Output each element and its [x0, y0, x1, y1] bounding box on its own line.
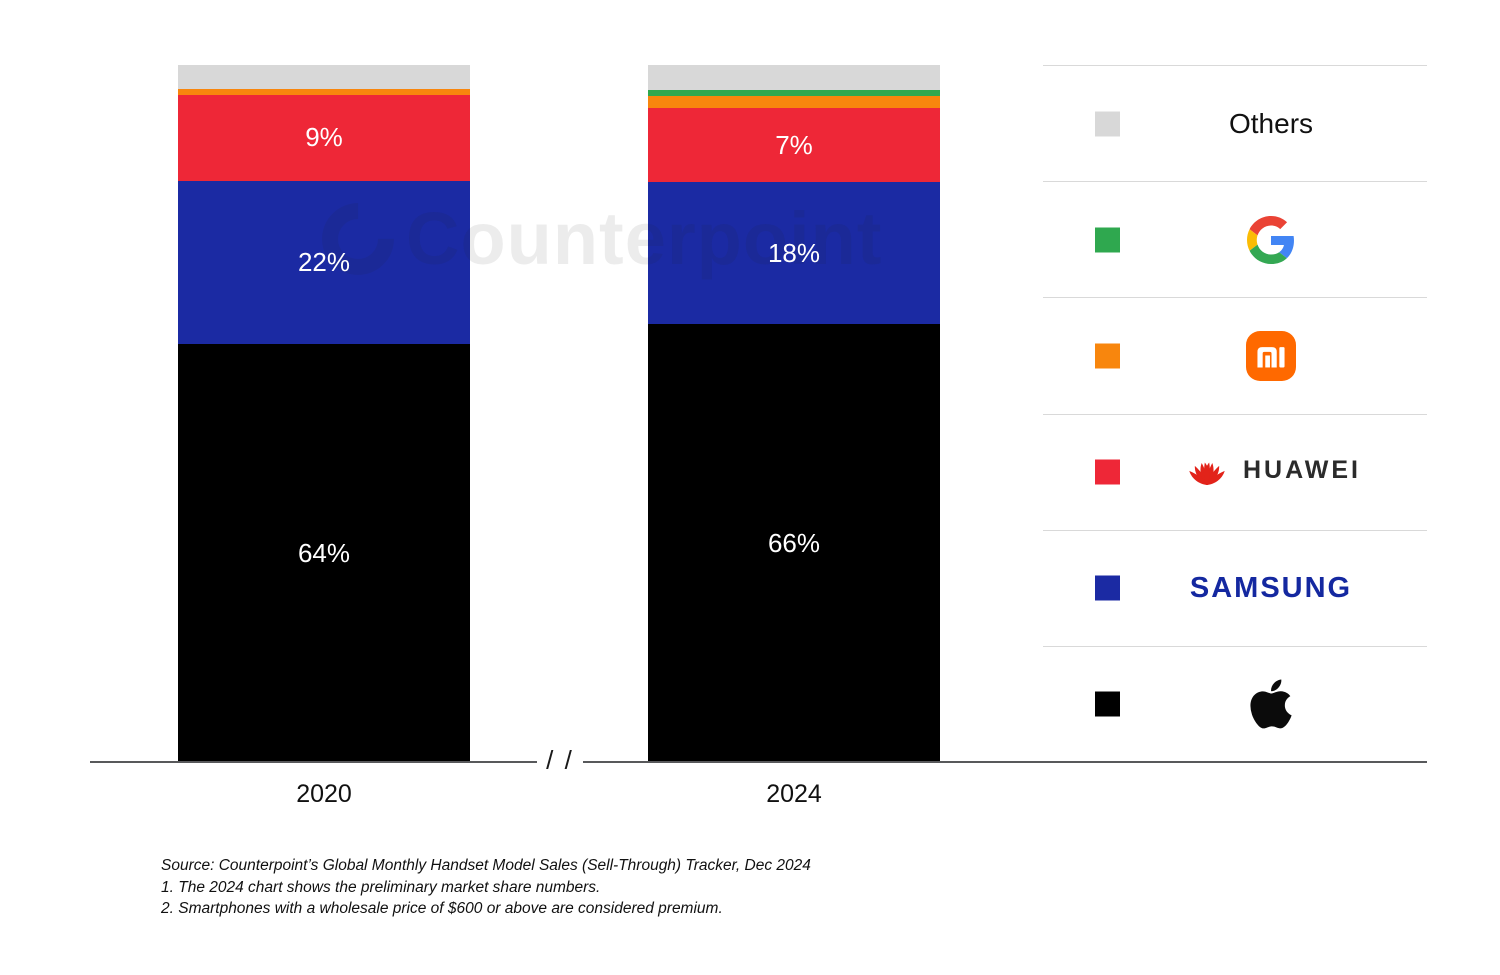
segment-value-label: 7%: [775, 129, 813, 160]
segment-xiaomi-2024: [648, 95, 940, 109]
bar-2020: 9% 22% 64%: [178, 65, 470, 762]
huawei-wordmark: HUAWEI: [1243, 456, 1361, 485]
x-axis-line-right: [583, 761, 1427, 763]
legend-logo-wrap: [1115, 182, 1427, 297]
legend-row-apple: [1043, 645, 1427, 762]
samsung-wordmark: SAMSUNG: [1189, 571, 1353, 604]
segment-huawei-2024: 7%: [648, 108, 940, 183]
legend-row-google: [1043, 181, 1427, 297]
legend-swatch-google: [1095, 227, 1120, 253]
source-line: 2. Smartphones with a wholesale price of…: [161, 900, 723, 917]
legend-row-others: Others: [1043, 65, 1427, 181]
google-logo-icon: [1247, 215, 1294, 264]
segment-samsung-2020: 22%: [178, 180, 470, 345]
legend-swatch-apple: [1095, 691, 1120, 717]
legend-logo-wrap: SAMSUNG: [1115, 531, 1427, 646]
segment-value-label: 18%: [767, 237, 821, 268]
segment-value-label: 9%: [305, 122, 343, 153]
segment-apple-2024: 66%: [648, 324, 940, 762]
segment-samsung-2024: 18%: [648, 182, 940, 325]
segment-value-label: 66%: [767, 527, 821, 558]
legend-swatch-xiaomi: [1095, 343, 1120, 369]
segment-google-2024: [648, 89, 940, 96]
bar-2024: 7% 18% 66%: [648, 65, 940, 762]
huawei-flower-icon: [1189, 462, 1225, 486]
segment-xiaomi-2020: [178, 89, 470, 96]
legend-logo-wrap: HUAWEI: [1115, 415, 1427, 530]
legend-row-huawei: HUAWEI: [1043, 413, 1427, 530]
source-line: 1. The 2024 chart shows the preliminary …: [161, 878, 601, 896]
segment-value-label: 64%: [297, 537, 351, 568]
xiaomi-mi-logo-icon: [1246, 330, 1296, 381]
segment-apple-2020: 64%: [178, 344, 470, 762]
source-line: Source: Counterpoint’s Global Monthly Ha…: [161, 857, 811, 874]
x-tick-label-2024: 2024: [766, 780, 822, 808]
segment-others-2020: [178, 65, 470, 90]
others-label: Others: [1228, 107, 1314, 139]
legend-logo-wrap: Others: [1115, 66, 1427, 181]
segment-huawei-2020: 9%: [178, 95, 470, 181]
legend: Others: [1043, 65, 1427, 762]
apple-logo-icon: [1250, 679, 1292, 729]
legend-logo-wrap: [1115, 298, 1427, 413]
legend-swatch-huawei: [1095, 459, 1120, 485]
x-tick-label-2020: 2020: [296, 780, 352, 808]
source-notes: Source: Counterpoint’s Global Monthly Ha…: [161, 855, 811, 920]
segment-others-2024: [648, 65, 940, 90]
axis-break-marks: / /: [546, 745, 574, 775]
x-axis-line-left: [90, 761, 537, 763]
legend-row-samsung: SAMSUNG: [1043, 529, 1427, 646]
huawei-logo: HUAWEI: [1181, 451, 1361, 493]
legend-swatch-samsung: [1095, 575, 1120, 601]
segment-value-label: 22%: [297, 247, 351, 277]
legend-swatch-others: [1095, 111, 1120, 137]
legend-logo-wrap: [1115, 647, 1427, 762]
legend-row-xiaomi: [1043, 297, 1427, 413]
